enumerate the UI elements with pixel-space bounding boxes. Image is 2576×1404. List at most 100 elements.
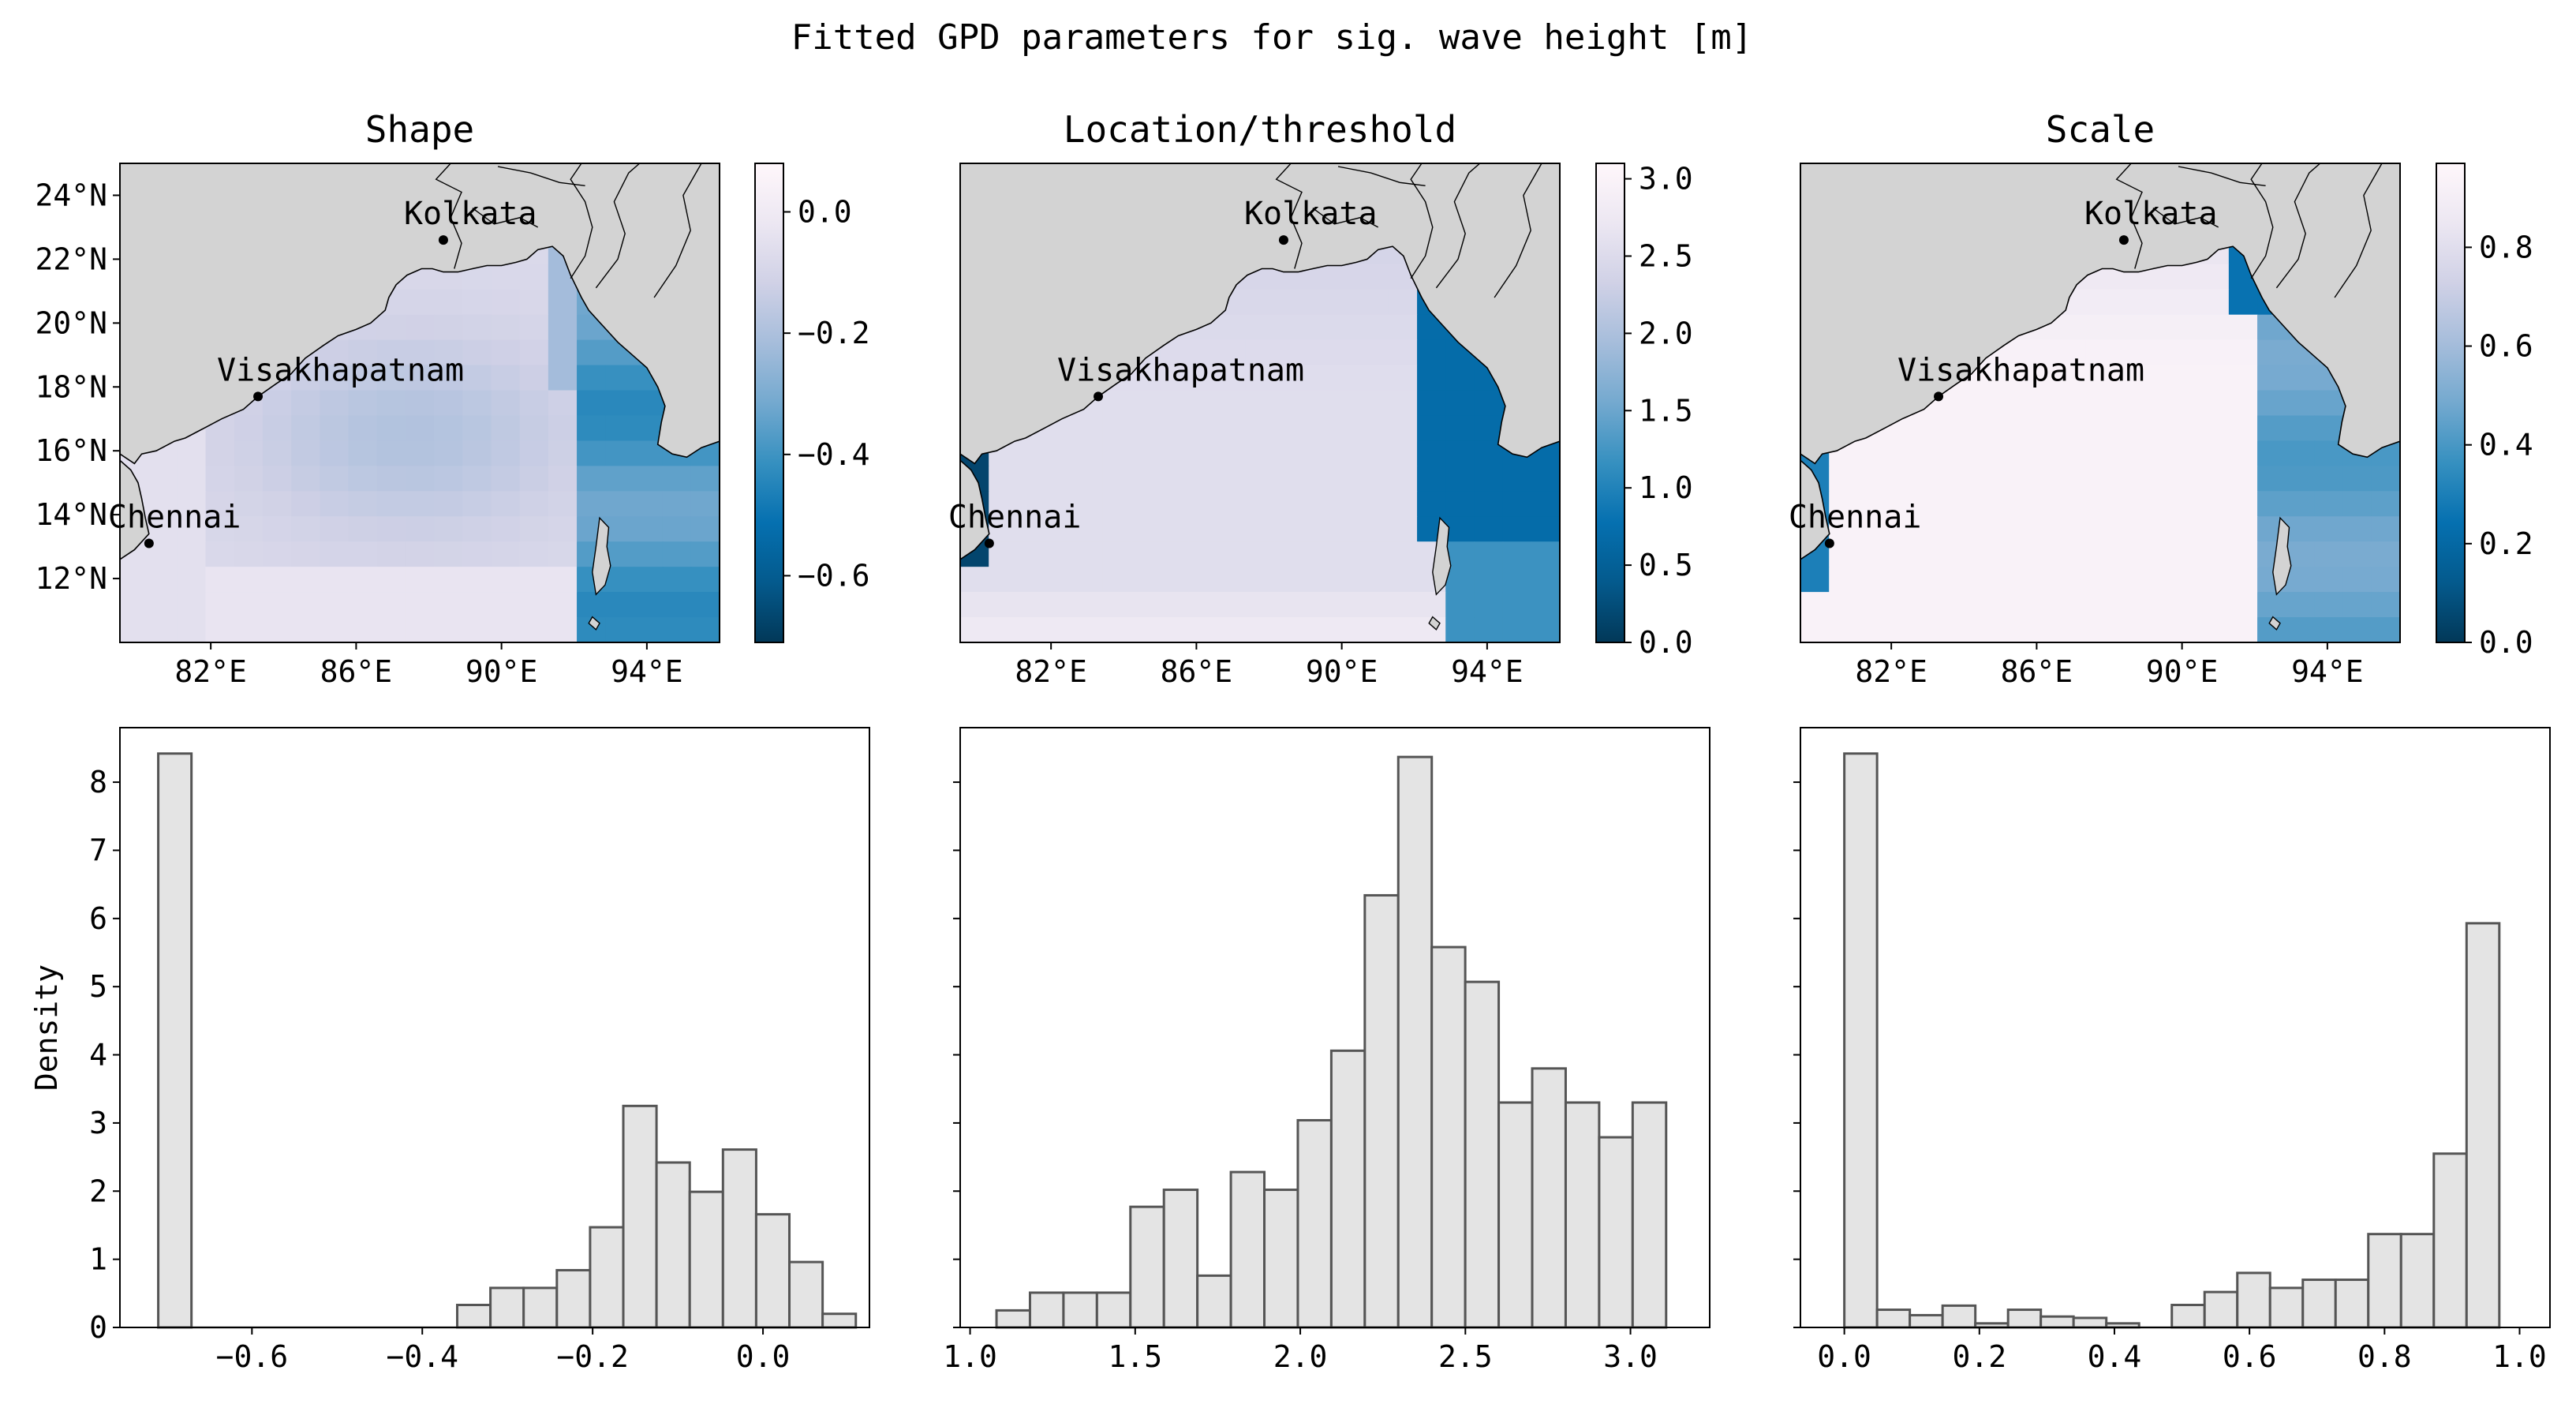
grid-cell: [1160, 592, 1190, 618]
grid-cell: [2057, 567, 2087, 593]
city-label: Kolkata: [404, 196, 537, 232]
grid-cell: [1160, 440, 1190, 466]
city-label: Kolkata: [1244, 196, 1378, 232]
grid-cell: [205, 541, 235, 567]
grid-cell: [1972, 592, 2001, 618]
histogram-bar: [489, 1286, 525, 1329]
grid-cell: [376, 365, 406, 391]
grid-cell: [690, 617, 720, 642]
grid-cell: [519, 339, 549, 366]
grid-cell: [1102, 592, 1132, 618]
grid-cell: [2085, 289, 2115, 316]
grid-cell: [2257, 390, 2286, 417]
grid-cell: [1359, 491, 1389, 517]
figure-title: Fitted GPD parameters for sig. wave heig…: [791, 17, 1753, 58]
grid-cell: [434, 567, 463, 593]
grid-cell: [519, 466, 549, 492]
grid-cell: [1245, 541, 1275, 567]
x-tick-label: 0.8: [2357, 1339, 2412, 1374]
city-marker: [2118, 235, 2129, 245]
grid-cell: [1972, 541, 2001, 567]
grid-cell: [2028, 567, 2058, 593]
histogram-bar: [1296, 1118, 1333, 1329]
grid-cell: [605, 466, 635, 492]
grid-cell: [1274, 466, 1303, 492]
grid-cell: [1131, 516, 1161, 542]
grid-cell: [2371, 567, 2400, 593]
grid-cell: [1914, 541, 1944, 567]
grid-cell: [1445, 491, 1475, 517]
city-marker: [984, 538, 994, 548]
grid-cell: [2085, 541, 2115, 567]
grid-cell: [1131, 567, 1161, 593]
grid-cell: [2371, 466, 2400, 492]
grid-cell: [1245, 390, 1275, 417]
grid-cell: [320, 440, 350, 466]
grid-cell: [1017, 541, 1047, 567]
grid-cell: [2200, 289, 2230, 316]
grid-cell: [491, 567, 521, 593]
grid-cell: [1502, 516, 1532, 542]
grid-cell: [1942, 567, 1972, 593]
coastline: [960, 459, 990, 560]
country-border: [1435, 163, 1481, 289]
grid-cell: [462, 516, 492, 542]
grid-cell: [1102, 466, 1132, 492]
grid-cell: [1217, 415, 1247, 442]
grid-cell: [1245, 314, 1275, 341]
grid-cell: [1188, 567, 1218, 593]
city-marker: [1094, 391, 1104, 402]
grid-cell: [1331, 466, 1361, 492]
grid-cell: [605, 516, 635, 542]
map-frame: [1800, 163, 2401, 643]
grid-cell: [2143, 440, 2173, 466]
grid-cell: [2228, 541, 2258, 567]
grid-cell: [1274, 390, 1303, 417]
grid-cell: [1188, 415, 1218, 442]
grid-cell: [2000, 415, 2030, 442]
grid-cell: [2200, 567, 2230, 593]
grid-cell: [1445, 440, 1475, 466]
grid-cell: [2000, 567, 2030, 593]
grid-cell: [1531, 567, 1560, 593]
grid-cell: [548, 567, 578, 593]
grid-cell: [2171, 440, 2201, 466]
grid-cell: [1502, 592, 1532, 618]
grid-cell: [434, 617, 463, 642]
grid-cell: [291, 440, 320, 466]
grid-cell: [1188, 440, 1218, 466]
y-tick-label: 7: [89, 833, 107, 867]
grid-cell: [1942, 390, 1972, 417]
grid-cell: [548, 339, 578, 366]
grid-cell: [2085, 415, 2115, 442]
grid-cell: [2371, 516, 2400, 542]
grid-cell: [1359, 264, 1389, 290]
grid-cell: [1217, 592, 1247, 618]
y-tick-label: 6: [89, 901, 107, 936]
x-tick-label: 94°E: [1451, 654, 1524, 689]
grid-cell: [177, 466, 207, 492]
grid-cell: [205, 617, 235, 642]
grid-cell: [234, 415, 264, 442]
grid-cell: [1445, 567, 1475, 593]
grid-cell: [1800, 567, 1830, 593]
grid-cell: [2114, 314, 2144, 341]
grid-cell: [1531, 541, 1560, 567]
grid-cell: [1972, 466, 2001, 492]
grid-cell: [634, 415, 664, 442]
grid-cell: [1274, 491, 1303, 517]
grid-cell: [1942, 466, 1972, 492]
grid-cell: [2114, 592, 2144, 618]
histogram-bar: [2006, 1309, 2043, 1329]
histogram-bar: [1363, 893, 1400, 1329]
city-label: Visakhapatnam: [1897, 352, 2144, 388]
grid-cell: [1045, 567, 1075, 593]
grid-cell: [1942, 541, 1972, 567]
grid-cell: [1886, 440, 1916, 466]
grid-cell: [1331, 440, 1361, 466]
x-tick-label: 90°E: [2146, 654, 2219, 689]
grid-cell: [148, 592, 178, 618]
grid-cell: [1388, 516, 1418, 542]
grid-cell: [1388, 440, 1418, 466]
grid-cell: [2314, 491, 2344, 517]
